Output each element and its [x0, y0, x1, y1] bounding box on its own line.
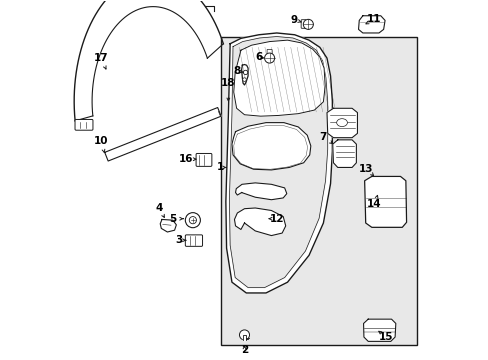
- Circle shape: [239, 330, 249, 340]
- Polygon shape: [326, 108, 357, 138]
- Circle shape: [185, 213, 200, 228]
- Polygon shape: [235, 183, 286, 200]
- Polygon shape: [225, 33, 332, 293]
- FancyBboxPatch shape: [266, 49, 271, 57]
- Text: 9: 9: [290, 15, 297, 25]
- Polygon shape: [332, 140, 356, 167]
- Circle shape: [264, 53, 274, 63]
- Text: 1: 1: [216, 162, 224, 172]
- Text: 5: 5: [169, 214, 176, 224]
- Text: 11: 11: [366, 14, 381, 24]
- Text: 12: 12: [269, 214, 284, 224]
- Polygon shape: [364, 176, 406, 227]
- FancyBboxPatch shape: [75, 120, 93, 130]
- Ellipse shape: [336, 119, 346, 127]
- Circle shape: [242, 78, 246, 81]
- Polygon shape: [234, 208, 285, 235]
- Text: 8: 8: [232, 66, 240, 76]
- Polygon shape: [242, 335, 246, 340]
- Circle shape: [303, 19, 313, 30]
- Polygon shape: [231, 123, 310, 170]
- FancyBboxPatch shape: [196, 153, 211, 166]
- Bar: [221, 37, 416, 345]
- Polygon shape: [233, 40, 325, 116]
- Text: 6: 6: [255, 52, 262, 62]
- Polygon shape: [363, 319, 395, 341]
- Text: 2: 2: [241, 345, 247, 355]
- Polygon shape: [104, 108, 221, 161]
- Polygon shape: [160, 220, 176, 232]
- FancyBboxPatch shape: [301, 20, 305, 28]
- Text: 14: 14: [366, 199, 381, 210]
- Circle shape: [243, 70, 247, 75]
- Text: 18: 18: [221, 78, 235, 88]
- FancyBboxPatch shape: [185, 235, 202, 246]
- Circle shape: [189, 217, 196, 224]
- Text: 15: 15: [378, 332, 393, 342]
- Text: 3: 3: [175, 235, 182, 245]
- Text: 10: 10: [94, 136, 108, 146]
- Text: 4: 4: [155, 203, 163, 213]
- Polygon shape: [229, 37, 327, 288]
- Text: 7: 7: [319, 132, 326, 142]
- Text: 16: 16: [178, 154, 193, 164]
- Text: 17: 17: [94, 53, 108, 63]
- Text: 13: 13: [359, 163, 373, 174]
- Polygon shape: [358, 16, 384, 33]
